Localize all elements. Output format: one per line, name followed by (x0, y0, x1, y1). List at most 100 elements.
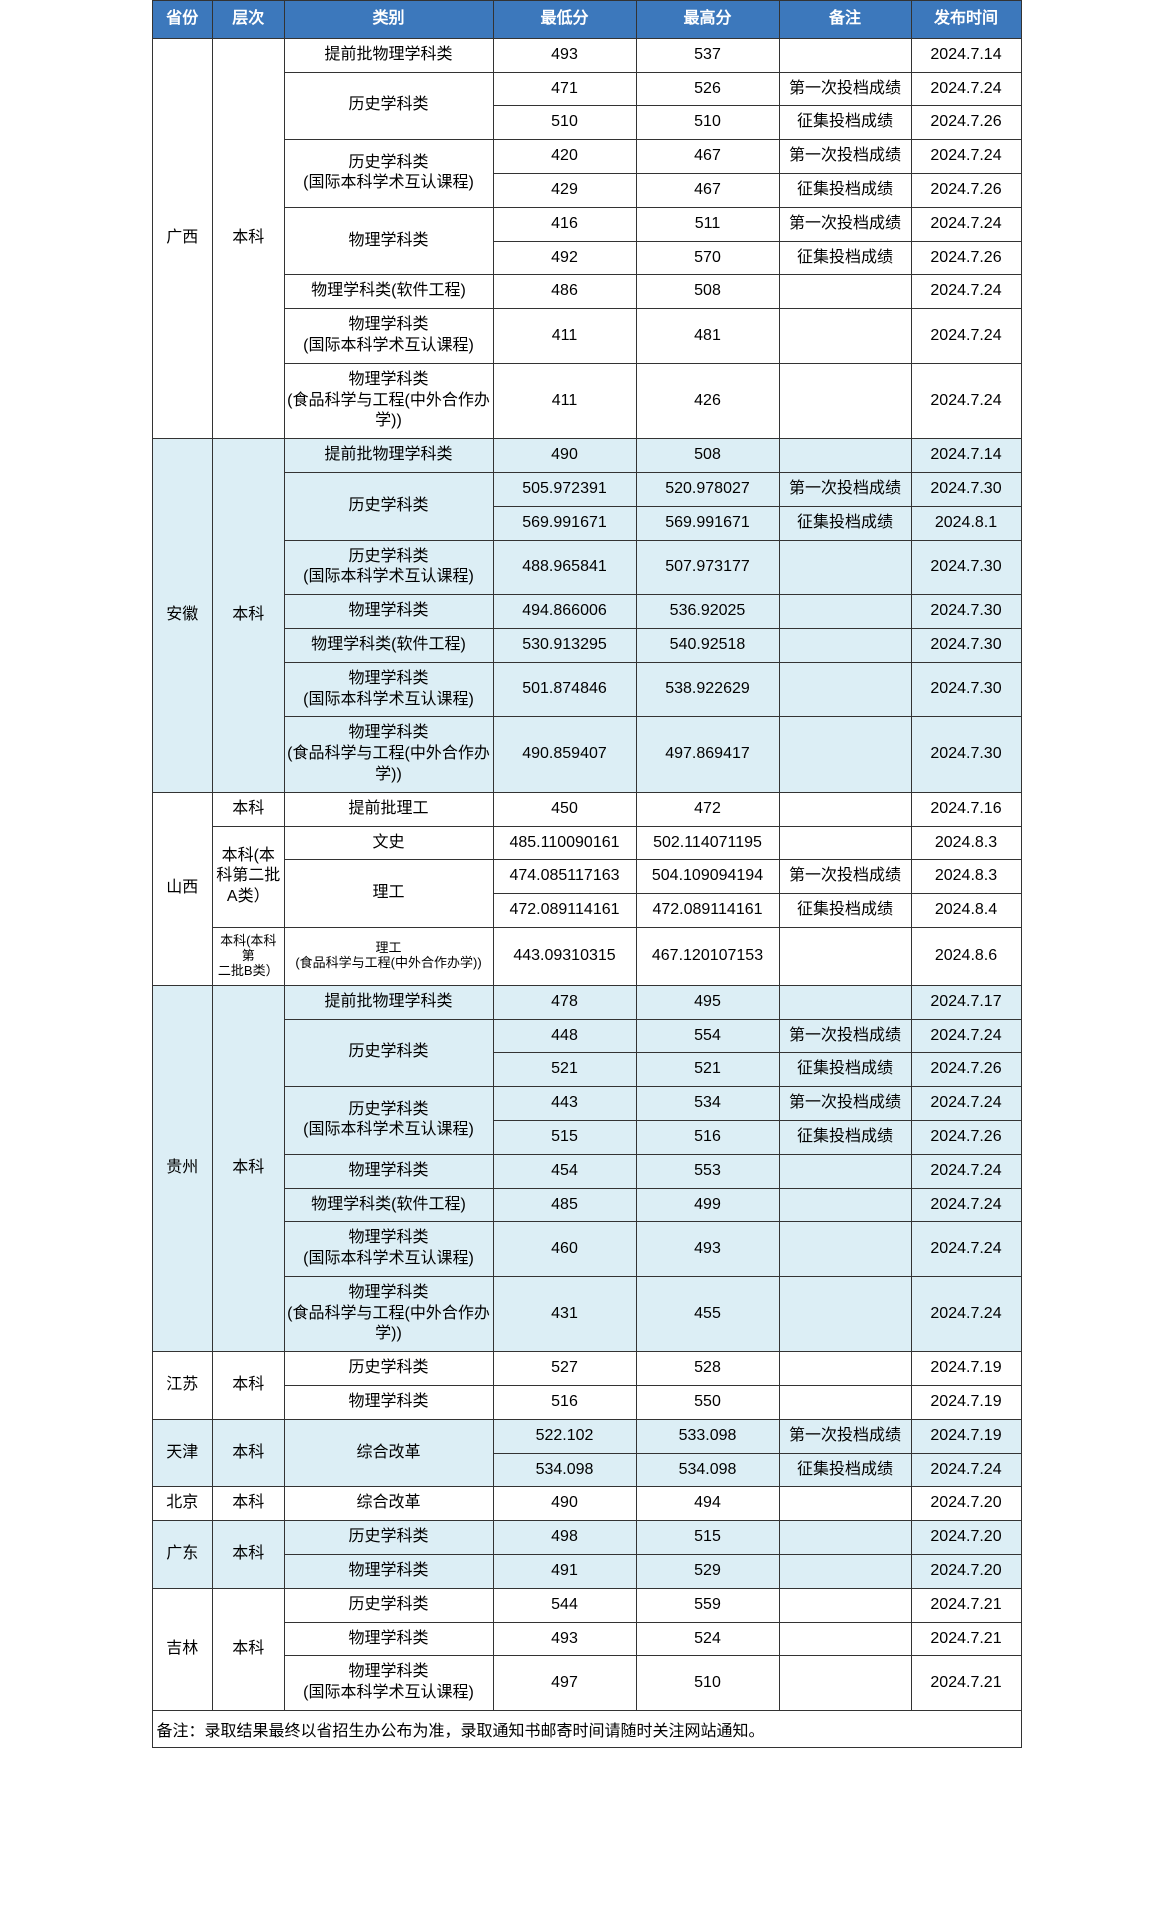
note-cell (779, 595, 911, 629)
header-category: 类别 (284, 1, 493, 39)
min-cell: 429 (493, 173, 636, 207)
category-cell: 提前批理工 (284, 792, 493, 826)
category-cell: 物理学科类(食品科学与工程(中外合作办学)) (284, 1276, 493, 1351)
min-cell: 485.110090161 (493, 826, 636, 860)
date-cell: 2024.7.24 (911, 309, 1021, 364)
date-cell: 2024.8.1 (911, 506, 1021, 540)
note-cell: 第一次投档成绩 (779, 1419, 911, 1453)
category-cell: 历史学科类(国际本科学术互认课程) (284, 1087, 493, 1155)
note-cell (779, 1622, 911, 1656)
note-cell (779, 38, 911, 72)
max-cell: 559 (636, 1588, 779, 1622)
min-cell: 521 (493, 1053, 636, 1087)
min-cell: 494.866006 (493, 595, 636, 629)
admission-scores-table: 省份 层次 类别 最低分 最高分 备注 发布时间 广西 本科 提前批物理学科类 … (152, 0, 1022, 1711)
table-row: 贵州 本科 提前批物理学科类 478 495 2024.7.17 (152, 985, 1021, 1019)
level-cell: 本科(本科第二批A类） (213, 826, 285, 927)
category-cell: 物理学科类(软件工程) (284, 1188, 493, 1222)
max-cell: 508 (636, 439, 779, 473)
max-cell: 516 (636, 1120, 779, 1154)
max-cell: 472.089114161 (636, 894, 779, 928)
category-cell: 理工(食品科学与工程(中外合作办学)) (284, 927, 493, 985)
date-cell: 2024.7.21 (911, 1656, 1021, 1711)
date-cell: 2024.7.16 (911, 792, 1021, 826)
date-cell: 2024.7.26 (911, 1053, 1021, 1087)
max-cell: 554 (636, 1019, 779, 1053)
note-cell (779, 826, 911, 860)
date-cell: 2024.7.19 (911, 1352, 1021, 1386)
max-cell: 508 (636, 275, 779, 309)
max-cell: 504.109094194 (636, 860, 779, 894)
min-cell: 534.098 (493, 1453, 636, 1487)
max-cell: 570 (636, 241, 779, 275)
date-cell: 2024.7.26 (911, 173, 1021, 207)
date-cell: 2024.7.20 (911, 1521, 1021, 1555)
note-cell (779, 1154, 911, 1188)
max-cell: 467.120107153 (636, 927, 779, 985)
header-max: 最高分 (636, 1, 779, 39)
date-cell: 2024.7.30 (911, 595, 1021, 629)
max-cell: 550 (636, 1386, 779, 1420)
min-cell: 490 (493, 439, 636, 473)
province-cell: 广西 (152, 38, 213, 438)
max-cell: 426 (636, 363, 779, 438)
max-cell: 536.92025 (636, 595, 779, 629)
category-cell: 理工 (284, 860, 493, 928)
min-cell: 431 (493, 1276, 636, 1351)
header-province: 省份 (152, 1, 213, 39)
note-cell: 第一次投档成绩 (779, 1019, 911, 1053)
min-cell: 522.102 (493, 1419, 636, 1453)
min-cell: 478 (493, 985, 636, 1019)
category-cell: 物理学科类(食品科学与工程(中外合作办学)) (284, 717, 493, 792)
max-cell: 467 (636, 173, 779, 207)
date-cell: 2024.7.21 (911, 1622, 1021, 1656)
max-cell: 495 (636, 985, 779, 1019)
header-level: 层次 (213, 1, 285, 39)
note-cell (779, 363, 911, 438)
date-cell: 2024.7.24 (911, 207, 1021, 241)
note-cell: 征集投档成绩 (779, 106, 911, 140)
note-cell: 第一次投档成绩 (779, 472, 911, 506)
min-cell: 443.09310315 (493, 927, 636, 985)
min-cell: 486 (493, 275, 636, 309)
date-cell: 2024.8.4 (911, 894, 1021, 928)
province-cell: 天津 (152, 1419, 213, 1487)
min-cell: 530.913295 (493, 628, 636, 662)
category-cell: 物理学科类 (284, 207, 493, 275)
min-cell: 527 (493, 1352, 636, 1386)
table-row: 天津 本科 综合改革 522.102 533.098 第一次投档成绩 2024.… (152, 1419, 1021, 1453)
category-cell: 物理学科类 (284, 1622, 493, 1656)
header-min: 最低分 (493, 1, 636, 39)
header-note: 备注 (779, 1, 911, 39)
table-row: 广东 本科 历史学科类 498 515 2024.7.20 (152, 1521, 1021, 1555)
note-cell: 征集投档成绩 (779, 894, 911, 928)
min-cell: 420 (493, 140, 636, 174)
date-cell: 2024.7.24 (911, 1276, 1021, 1351)
table-row: 北京 本科 综合改革 490 494 2024.7.20 (152, 1487, 1021, 1521)
date-cell: 2024.7.24 (911, 1087, 1021, 1121)
category-cell: 物理学科类(食品科学与工程(中外合作办学)) (284, 363, 493, 438)
table-row: 安徽 本科 提前批物理学科类 490 508 2024.7.14 (152, 439, 1021, 473)
province-cell: 安徽 (152, 439, 213, 793)
min-cell: 544 (493, 1588, 636, 1622)
date-cell: 2024.7.14 (911, 439, 1021, 473)
note-cell (779, 1555, 911, 1589)
note-cell: 第一次投档成绩 (779, 207, 911, 241)
min-cell: 472.089114161 (493, 894, 636, 928)
category-cell: 综合改革 (284, 1487, 493, 1521)
date-cell: 2024.7.19 (911, 1386, 1021, 1420)
date-cell: 2024.7.26 (911, 106, 1021, 140)
min-cell: 448 (493, 1019, 636, 1053)
max-cell: 499 (636, 1188, 779, 1222)
province-cell: 贵州 (152, 985, 213, 1352)
province-cell: 江苏 (152, 1352, 213, 1420)
max-cell: 493 (636, 1222, 779, 1277)
date-cell: 2024.7.30 (911, 628, 1021, 662)
note-cell (779, 792, 911, 826)
date-cell: 2024.7.30 (911, 472, 1021, 506)
min-cell: 490.859407 (493, 717, 636, 792)
min-cell: 569.991671 (493, 506, 636, 540)
max-cell: 515 (636, 1521, 779, 1555)
note-cell (779, 1352, 911, 1386)
min-cell: 505.972391 (493, 472, 636, 506)
